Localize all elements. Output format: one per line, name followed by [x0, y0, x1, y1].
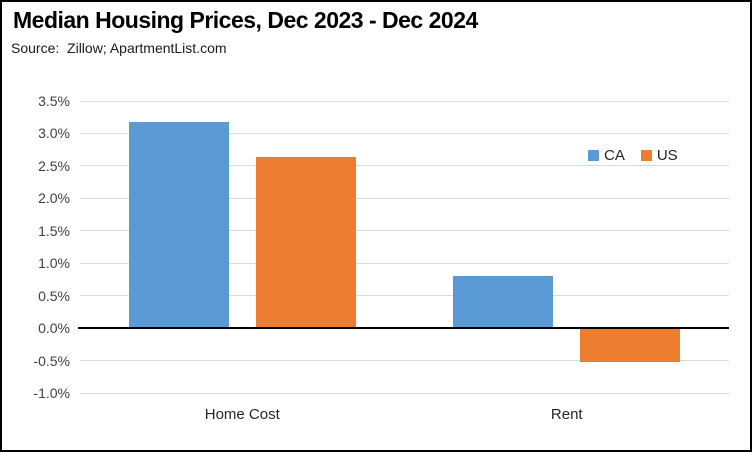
y-tick-label: 0.0% [38, 320, 70, 337]
gridline-2.0 [80, 197, 729, 199]
legend-label-us: US [656, 147, 678, 164]
y-tick-label: 0.5% [38, 287, 70, 304]
legend-swatch-ca [588, 150, 599, 161]
chart-title: Median Housing Prices, Dec 2023 - Dec 20… [13, 7, 478, 33]
gridline-1.5 [80, 230, 729, 232]
x-tick-label-rent: Rent [550, 406, 583, 423]
y-tick-label: 2.5% [38, 157, 70, 174]
bar-us-home-cost [255, 157, 356, 329]
y-tick-label: 2.0% [38, 190, 70, 207]
gridline-2.5 [80, 165, 729, 167]
legend-label-ca: CA [604, 147, 625, 164]
zero-axis-line [78, 327, 729, 330]
gridline--0.5 [80, 360, 729, 362]
legend-swatch-us [640, 150, 652, 161]
y-tick-label: -1.0% [33, 385, 70, 401]
y-tick-label: 3.5% [38, 93, 70, 109]
gridline-1.0 [80, 262, 729, 264]
chart-source: Source: Zillow; ApartmentList.com [11, 40, 227, 56]
bar-ca-home-cost [128, 122, 229, 329]
gridline-3.5 [80, 100, 729, 102]
gridline-0.5 [80, 295, 729, 297]
y-tick-label: -0.5% [33, 352, 70, 369]
gridline-3.0 [80, 132, 729, 134]
gridline--1.0 [80, 392, 729, 394]
y-tick-label: 1.5% [38, 222, 70, 239]
y-tick-label: 1.0% [38, 255, 70, 272]
x-tick-label-home-cost: Home Cost [204, 406, 280, 423]
y-tick-label: 3.0% [38, 125, 70, 142]
legend: CA US [588, 147, 678, 164]
bar-us-rent [580, 329, 681, 362]
bar-ca-rent [453, 276, 554, 329]
